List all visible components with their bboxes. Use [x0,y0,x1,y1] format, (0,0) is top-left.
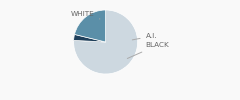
Wedge shape [74,34,106,42]
Wedge shape [74,10,106,42]
Wedge shape [74,10,138,74]
Text: BLACK: BLACK [127,42,169,58]
Text: A.I.: A.I. [132,33,157,40]
Text: WHITE: WHITE [70,11,100,19]
